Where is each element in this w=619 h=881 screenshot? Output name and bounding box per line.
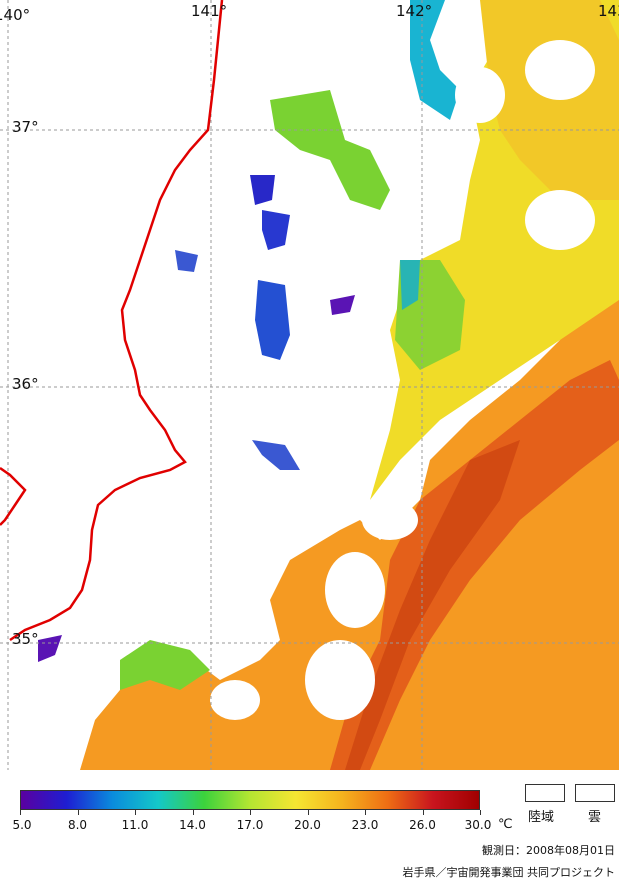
colorbar-tick-mark (135, 810, 136, 815)
sst-red-zone (330, 360, 619, 770)
colorbar-tick-mark (250, 810, 251, 815)
lon-label-142: 142° (396, 2, 433, 20)
colorbar-tick-mark (192, 810, 194, 815)
cloud-patch (210, 680, 260, 720)
colorbar-unit: ℃ (498, 817, 513, 832)
cloud-legend-swatch (575, 784, 615, 802)
cloud-legend-label: 雲 (588, 810, 602, 825)
colorbar-tick-label: 5.0 (12, 818, 32, 832)
lon-label-140: 140° (0, 6, 30, 24)
sst-green-patch-north (270, 90, 390, 210)
sst-orange-zone (80, 300, 619, 770)
colorbar-tick-mark (422, 810, 424, 815)
sea-surface-temperature-map: 140° (0, 0, 619, 770)
lat-label-36: 36° (12, 375, 39, 393)
cloud-patch (362, 500, 418, 540)
colorbar-tick-mark (480, 810, 481, 815)
sst-deep-red-streak (345, 440, 520, 770)
sst-blue-spot-5 (175, 250, 198, 272)
colorbar-tick-label: 23.0 (351, 818, 379, 832)
land-legend-swatch (525, 784, 565, 802)
temperature-colorbar (20, 790, 480, 810)
colorbar-tick-mark (307, 810, 309, 815)
cloud-mask (210, 40, 595, 720)
sst-blue-spot-4 (252, 440, 300, 470)
cloud-patch (325, 552, 385, 628)
graticule (0, 0, 619, 770)
lon-label-141: 141° (191, 2, 228, 20)
cloud-patch (525, 40, 595, 100)
colorbar-tick-mark (77, 810, 79, 815)
colorbar-tick-label: 30.0 (464, 818, 492, 832)
sst-green-patch-south (120, 640, 210, 690)
land-legend-label: 陸域 (528, 810, 555, 825)
lat-label-37: 37° (12, 118, 39, 136)
colorbar-tick-label: 26.0 (409, 818, 436, 832)
colorbar-tick-label: 11.0 (121, 818, 149, 832)
cloud-patch (305, 640, 375, 720)
sst-cyan-patch-mid (400, 260, 420, 310)
colorbar-tick-label: 17.0 (236, 818, 264, 832)
sst-blue-spot-1 (250, 175, 275, 205)
sst-blue-spot-2 (262, 210, 290, 250)
sst-purple-spot (330, 295, 355, 315)
land-area (0, 0, 222, 640)
sst-blue-spot-3 (255, 280, 290, 360)
lon-label-143: 143° (598, 2, 619, 20)
observation-date: 観測日：2008年08月01日 (482, 844, 615, 857)
colorbar-tick-label: 20.0 (294, 818, 321, 832)
colorbar-tick-label: 14.0 (179, 818, 206, 832)
coastline (0, 0, 224, 642)
colorbar-tick-mark (20, 810, 21, 815)
lat-label-35: 35° (12, 630, 39, 648)
colorbar-tick-mark (365, 810, 366, 815)
cloud-patch (525, 190, 595, 250)
credit-text: 岩手県／宇宙開発事業団 共同プロジェクト (402, 866, 616, 879)
cloud-patch (455, 67, 505, 123)
colorbar-tick-label: 8.0 (67, 818, 88, 832)
sst-purple-spot-sw (38, 635, 62, 662)
sst-field (0, 0, 619, 770)
lon-label-140-text: 140° (0, 6, 30, 24)
